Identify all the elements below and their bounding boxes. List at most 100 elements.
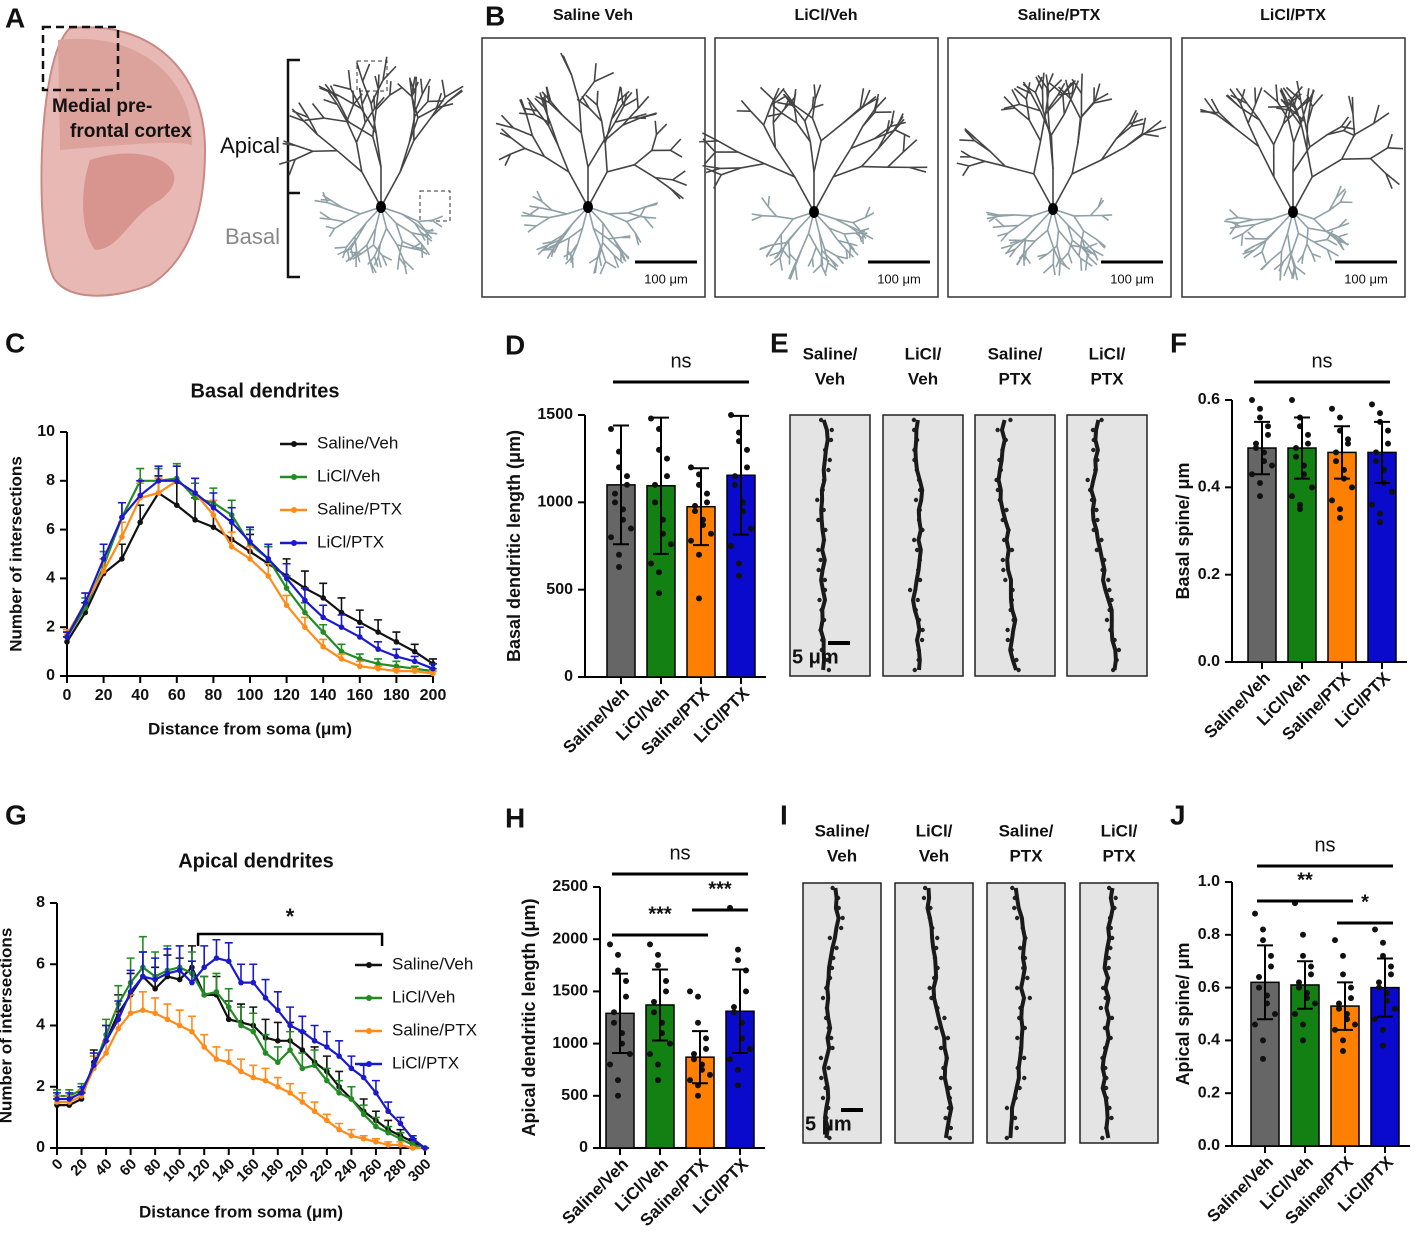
neuron-branch: [1298, 232, 1315, 243]
legend-marker: [291, 474, 297, 480]
neuron-branch: [620, 87, 624, 104]
series-line: [57, 965, 426, 1150]
data-dot: [1260, 1037, 1266, 1044]
spine: [920, 627, 925, 633]
neuron-branch: [1030, 92, 1041, 112]
neuron-branch: [599, 261, 607, 275]
neuron-branch: [535, 95, 550, 104]
data-point: [357, 663, 363, 670]
data-point: [287, 1047, 293, 1053]
x-tick-label: 200: [282, 1156, 312, 1186]
neuron-branch: [600, 121, 606, 144]
data-dot: [663, 977, 669, 984]
neuron-branch: [811, 246, 817, 259]
neuron-branch: [783, 93, 796, 107]
data-dot: [1269, 462, 1275, 469]
neuron-branch: [1047, 109, 1051, 135]
spine: [827, 457, 833, 463]
neuron-branch: [520, 98, 528, 116]
inset-box: [41, 25, 120, 92]
neuron-trace: [956, 72, 1167, 276]
error-bar: [693, 467, 709, 547]
data-dot: [1345, 440, 1351, 447]
x-tick-label: 220: [307, 1156, 337, 1186]
neuron-branch: [1341, 134, 1356, 160]
y-tick-label: 2: [46, 618, 55, 635]
spine: [829, 427, 834, 433]
neuron-branch: [1042, 263, 1054, 274]
neuron-branch: [1239, 106, 1261, 121]
neuron-branch: [534, 97, 545, 108]
neuron-branch: [1299, 99, 1306, 122]
neuron-branch: [1354, 122, 1375, 136]
neuron-branch: [396, 257, 400, 270]
spine: [818, 557, 823, 563]
data-point: [192, 517, 198, 523]
spine: [834, 945, 839, 951]
neuron-branch: [500, 114, 515, 129]
image-title: Saline/: [815, 821, 870, 840]
y-axis-title: Number of intersections: [6, 456, 25, 652]
y-axis-title: Apical dendritic length (μm): [519, 898, 539, 1136]
neuron-branch: [570, 243, 579, 254]
data-point: [411, 648, 418, 655]
neuron-branch: [837, 240, 847, 251]
neuron-branch: [419, 78, 424, 95]
y-tick-label: 1000: [537, 494, 573, 511]
data-point: [422, 1145, 428, 1151]
neuron-branch: [1309, 133, 1328, 148]
data-point: [265, 573, 272, 579]
data-dot: [615, 1077, 621, 1084]
neuron-branch: [551, 209, 568, 215]
spine: [1106, 577, 1111, 583]
neuron-branch: [1025, 99, 1031, 121]
data-dot: [664, 473, 670, 480]
spine: [826, 667, 832, 673]
neuron-branch: [304, 117, 325, 122]
data-dot: [1300, 931, 1306, 938]
neuron-branch: [633, 149, 653, 166]
data-point: [250, 1028, 257, 1035]
neuron-branch: [1080, 73, 1083, 94]
data-dot: [1260, 937, 1266, 944]
data-point: [375, 661, 381, 667]
neuron-branch: [312, 149, 338, 153]
neuron-branch: [651, 134, 658, 151]
data-point: [250, 979, 257, 986]
neuron-branch: [1247, 103, 1257, 124]
error-bar: [612, 972, 628, 1054]
neuron-branch: [349, 250, 358, 262]
data-dot: [1289, 397, 1295, 403]
spine: [819, 1075, 824, 1081]
neuron-branch: [370, 103, 377, 134]
data-dot: [1348, 995, 1354, 1002]
neuron-branch: [713, 174, 722, 189]
data-dot: [735, 1082, 741, 1089]
x-tick-label: 180: [258, 1156, 288, 1186]
cortex-region: [58, 38, 193, 150]
neuron-branch: [824, 248, 838, 257]
data-dot: [1340, 1047, 1346, 1054]
data-point: [385, 1142, 392, 1148]
neuron-branch: [1263, 89, 1278, 103]
data-dot: [1388, 963, 1394, 970]
neuron-branch: [401, 213, 416, 224]
data-dot: [624, 481, 630, 488]
data-point: [127, 1010, 134, 1017]
neuron-branch: [1052, 248, 1055, 265]
neuron-branch: [561, 222, 574, 236]
neuron-branch: [1287, 250, 1294, 266]
data-point: [275, 1083, 281, 1090]
spine: [1106, 885, 1112, 891]
neuron-branch: [850, 137, 875, 150]
neuron-branch: [1008, 248, 1017, 258]
scale-label: 5 μm: [805, 1113, 852, 1135]
neuron-branch: [361, 81, 372, 105]
neuron-branch: [423, 234, 433, 242]
neuron-branch: [1247, 122, 1260, 147]
spine: [947, 1135, 953, 1141]
neuron-branch: [995, 218, 1005, 227]
neuron-branch: [780, 218, 794, 235]
neuron-branch: [794, 105, 813, 119]
x-tick-label: 80: [205, 687, 223, 704]
